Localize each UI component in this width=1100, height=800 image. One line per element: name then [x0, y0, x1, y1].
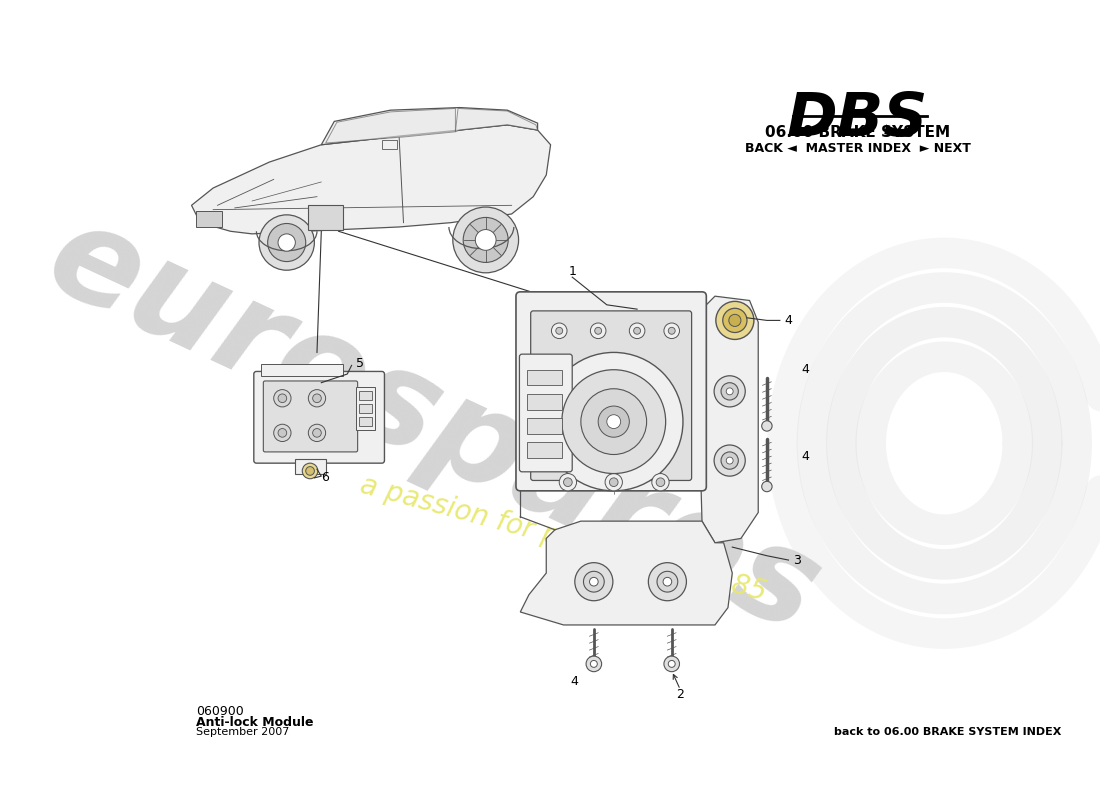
Text: September 2007: September 2007: [196, 727, 289, 737]
Circle shape: [605, 474, 623, 491]
Bar: [527, 370, 562, 386]
Polygon shape: [321, 107, 538, 145]
Bar: [308, 206, 343, 230]
Circle shape: [308, 390, 326, 407]
Bar: [196, 211, 222, 227]
Text: 4: 4: [784, 314, 792, 327]
Text: 6: 6: [321, 471, 329, 484]
Circle shape: [663, 578, 672, 586]
Polygon shape: [191, 125, 551, 234]
Circle shape: [591, 661, 597, 667]
Bar: [527, 394, 562, 410]
Bar: [356, 387, 375, 430]
Circle shape: [720, 382, 738, 400]
Text: back to 06.00 BRAKE SYSTEM INDEX: back to 06.00 BRAKE SYSTEM INDEX: [834, 727, 1062, 737]
Circle shape: [598, 406, 629, 438]
Text: Anti-lock Module: Anti-lock Module: [196, 716, 314, 729]
Circle shape: [586, 656, 602, 672]
Circle shape: [306, 466, 315, 475]
Circle shape: [607, 414, 620, 429]
Bar: [261, 364, 343, 376]
Bar: [359, 404, 372, 413]
Text: 4: 4: [802, 450, 810, 462]
Circle shape: [274, 424, 292, 442]
Circle shape: [609, 478, 618, 486]
Circle shape: [714, 445, 746, 476]
Circle shape: [723, 308, 747, 333]
Bar: [359, 418, 372, 426]
Circle shape: [652, 474, 669, 491]
FancyBboxPatch shape: [530, 311, 692, 481]
FancyBboxPatch shape: [516, 292, 706, 491]
Circle shape: [544, 353, 683, 491]
Text: 2: 2: [676, 688, 684, 701]
Bar: [527, 418, 562, 434]
Circle shape: [575, 562, 613, 601]
Circle shape: [581, 389, 647, 454]
Circle shape: [278, 234, 295, 251]
FancyBboxPatch shape: [519, 354, 572, 472]
Bar: [527, 442, 562, 458]
Circle shape: [656, 478, 664, 486]
FancyBboxPatch shape: [263, 381, 358, 452]
Circle shape: [591, 323, 606, 338]
Circle shape: [278, 394, 287, 402]
Text: BACK ◄  MASTER INDEX  ► NEXT: BACK ◄ MASTER INDEX ► NEXT: [745, 142, 970, 155]
Circle shape: [563, 478, 572, 486]
Circle shape: [716, 302, 754, 339]
Text: 4: 4: [802, 363, 810, 376]
Bar: [382, 141, 397, 149]
Circle shape: [629, 323, 645, 338]
Circle shape: [308, 424, 326, 442]
Circle shape: [664, 323, 680, 338]
Circle shape: [278, 429, 287, 438]
Circle shape: [669, 327, 675, 334]
Bar: [295, 459, 326, 474]
Circle shape: [312, 429, 321, 438]
Circle shape: [475, 230, 496, 250]
Bar: [359, 391, 372, 400]
Circle shape: [595, 327, 602, 334]
Text: 4: 4: [570, 674, 578, 688]
Circle shape: [258, 215, 315, 270]
Text: a passion for parts since 1985: a passion for parts since 1985: [358, 470, 770, 606]
Circle shape: [312, 394, 321, 402]
Text: 5: 5: [356, 357, 364, 370]
Polygon shape: [326, 109, 455, 143]
Text: eurospares: eurospares: [29, 192, 839, 660]
Circle shape: [761, 482, 772, 492]
Circle shape: [463, 218, 508, 262]
Circle shape: [551, 323, 566, 338]
Circle shape: [729, 314, 741, 326]
Circle shape: [634, 327, 640, 334]
Circle shape: [648, 562, 686, 601]
Circle shape: [657, 571, 678, 592]
Circle shape: [761, 421, 772, 431]
Circle shape: [562, 370, 666, 474]
Text: 060900: 060900: [196, 705, 243, 718]
Polygon shape: [520, 521, 733, 625]
Circle shape: [267, 223, 306, 262]
Text: 06.00 BRAKE SYSTEM: 06.00 BRAKE SYSTEM: [766, 125, 950, 140]
Text: 3: 3: [793, 554, 801, 566]
Polygon shape: [455, 109, 538, 132]
Text: 1: 1: [569, 266, 576, 278]
Circle shape: [559, 474, 576, 491]
Circle shape: [669, 661, 675, 667]
Circle shape: [302, 463, 318, 478]
Circle shape: [556, 327, 563, 334]
Circle shape: [590, 578, 598, 586]
Circle shape: [583, 571, 604, 592]
Circle shape: [453, 207, 518, 273]
Circle shape: [726, 457, 733, 464]
FancyBboxPatch shape: [254, 371, 385, 463]
Circle shape: [274, 390, 292, 407]
Text: DBS: DBS: [788, 90, 928, 150]
Circle shape: [664, 656, 680, 672]
Circle shape: [726, 388, 733, 395]
Circle shape: [714, 376, 746, 407]
Polygon shape: [697, 296, 758, 542]
Circle shape: [720, 452, 738, 470]
